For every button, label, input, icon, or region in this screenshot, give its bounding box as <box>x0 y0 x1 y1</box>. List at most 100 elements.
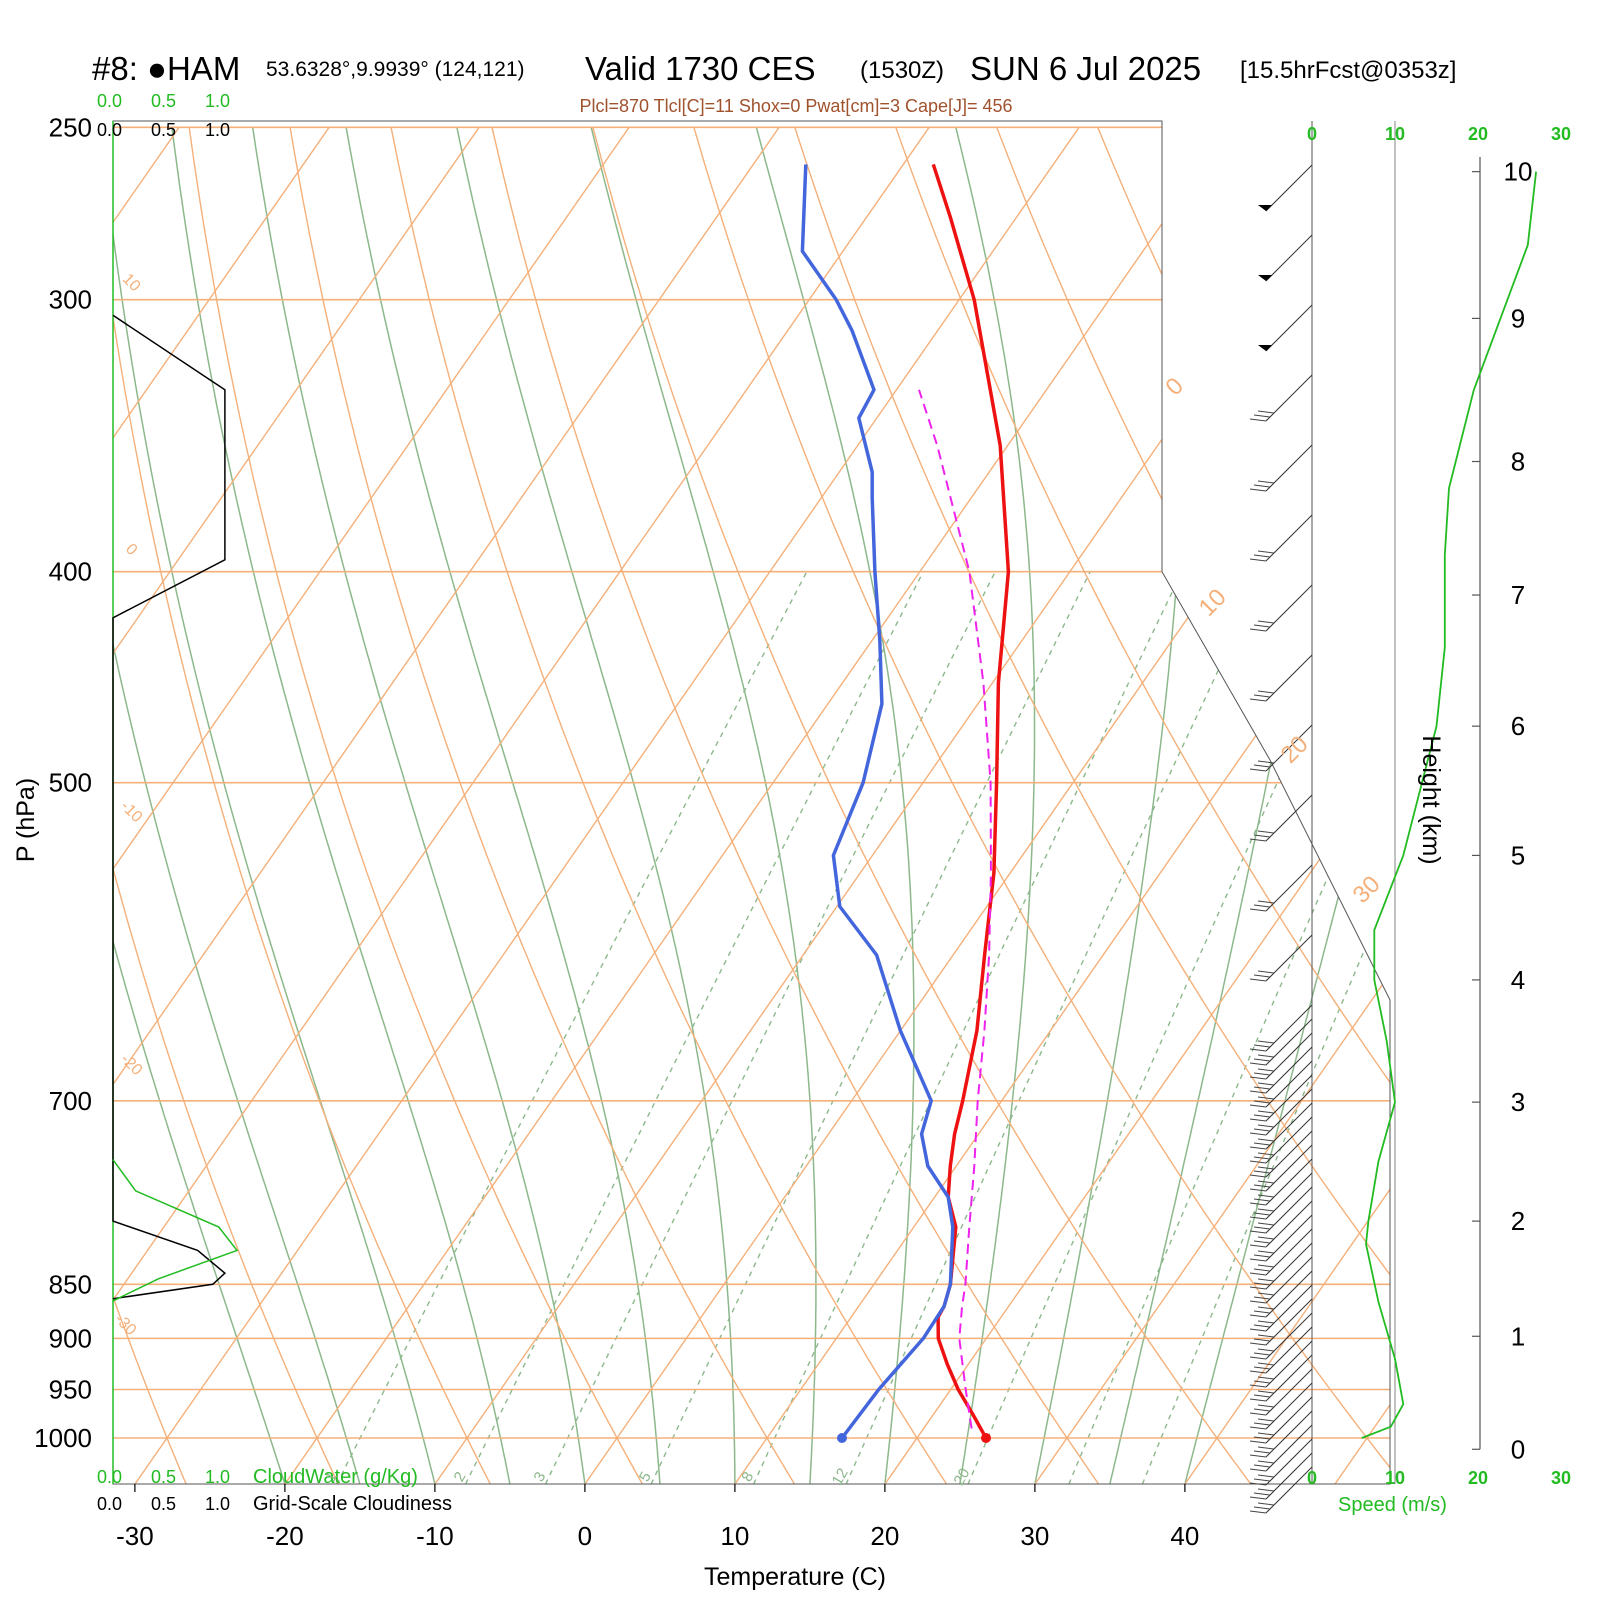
wind-barb <box>1265 234 1313 282</box>
wind-barb-feather <box>1249 768 1267 772</box>
parcel-trace <box>918 389 992 1429</box>
wind-barb-feather <box>1249 1468 1267 1472</box>
wind-barb-feather <box>1253 1380 1271 1384</box>
wind-barb-feather <box>1257 620 1275 624</box>
mixing-ratio-line <box>1068 571 1390 1484</box>
isotherm-line <box>113 126 780 1484</box>
wind-barb-feather <box>1257 1236 1275 1240</box>
wind-barb-feather <box>1253 1254 1271 1258</box>
speed-axis-label: Speed (m/s) <box>1338 1494 1447 1516</box>
wind-barb-feather <box>1249 1356 1267 1360</box>
wind-barb-feather <box>1249 1188 1267 1192</box>
wind-barb <box>1265 1396 1313 1444</box>
wind-barb-feather <box>1253 1422 1271 1426</box>
wind-barb-feather <box>1249 1118 1267 1122</box>
mixing-ratio-label: 3 <box>530 1469 549 1485</box>
cloud-axis-tick-top: 1.0 <box>205 120 230 140</box>
wind-barb-feather <box>1253 1198 1271 1202</box>
mixing-ratio-line <box>464 571 924 1484</box>
wind-barb-feather <box>1257 1054 1275 1058</box>
cloud-axis-tick-bottom: 0.5 <box>151 1467 176 1487</box>
wind-barb <box>1265 794 1313 842</box>
cloud-axis-tick-top: 0.5 <box>151 91 176 111</box>
height-axis-title: Height (km) <box>1417 735 1445 864</box>
dewpoint-surface-point <box>837 1433 847 1443</box>
wind-barb-feather <box>1257 1166 1275 1170</box>
moist-adiabat-line <box>755 127 915 1484</box>
temperature-trace <box>931 163 1011 1439</box>
wind-barb-feather <box>1253 1324 1271 1328</box>
wind-barb-feather <box>1257 1376 1275 1380</box>
wind-barb <box>1265 1312 1313 1360</box>
wind-barb-feather <box>1249 1048 1267 1052</box>
mixing-ratio-line <box>336 571 808 1484</box>
wind-barb <box>1265 1242 1313 1290</box>
mixing-ratio-line <box>1141 571 1390 1484</box>
cloud-panel: 0.0 0.5 1.0 0.0 0.5 1.0 0.0 0.5 1.0 0.0 0.5 1.0 <box>97 91 239 1514</box>
height-tick-label: 0 <box>1511 1434 1525 1464</box>
wind-barb-feather <box>1253 1506 1271 1510</box>
cloudiness-label: Grid-Scale Cloudiness <box>253 1493 452 1515</box>
temperature-tick-label: -30 <box>116 1521 154 1551</box>
wind-barb-feather <box>1253 1310 1271 1314</box>
wind-barb-feather <box>1249 1202 1267 1206</box>
wind-barb-feather <box>1257 480 1275 484</box>
mixing-ratio-line <box>845 571 1266 1484</box>
wind-barb-feather <box>1249 628 1267 632</box>
moist-adiabat-line <box>955 127 1036 1484</box>
wind-barb <box>1265 1130 1313 1178</box>
isotherm-line <box>113 126 330 1484</box>
moist-adiabat-line <box>113 127 361 1484</box>
wind-barb-feather <box>1253 1436 1271 1440</box>
wind-barb-feather <box>1253 764 1271 768</box>
speed-tick-label: 30 <box>1551 1468 1571 1488</box>
wind-barb-feather <box>1257 410 1275 414</box>
height-tick-label: 3 <box>1511 1087 1525 1117</box>
mixing-ratio-line <box>752 571 1183 1484</box>
wind-barb-feather <box>1249 1272 1267 1276</box>
wind-barb-feather <box>1253 1212 1271 1216</box>
wind-barb <box>1265 1186 1313 1234</box>
wind-barb-feather <box>1257 1390 1275 1394</box>
forecast-info: [15.5hrFcst@0353z] <box>1240 57 1456 84</box>
wind-barb-feather <box>1249 698 1267 702</box>
wind-barb-feather <box>1249 1482 1267 1486</box>
wind-barb <box>1265 444 1313 492</box>
height-tick-label: 6 <box>1511 711 1525 741</box>
cloud-axis-tick-top: 0.5 <box>151 120 176 140</box>
wind-barb-feather <box>1253 1366 1271 1370</box>
wind-barb <box>1265 1228 1313 1276</box>
wind-barb-feather <box>1249 418 1267 422</box>
wind-barb-feather <box>1257 1082 1275 1086</box>
pressure-tick-label: 500 <box>49 768 92 798</box>
isotherm-label: 20 <box>1276 731 1314 769</box>
wind-barb-feather <box>1253 1072 1271 1076</box>
isotherm-label: 10 <box>1194 584 1232 622</box>
wind-barb <box>1265 514 1313 562</box>
wind-barb-feather <box>1257 1250 1275 1254</box>
wind-barb-feather <box>1249 1398 1267 1402</box>
wind-barb-feather <box>1249 1216 1267 1220</box>
mixing-ratio-lines <box>336 571 1390 1484</box>
wind-barb-feather <box>1249 1076 1267 1080</box>
dry-adiabat-line <box>188 127 644 1484</box>
wind-barb <box>1265 1172 1313 1220</box>
wind-barb-feather <box>1253 484 1271 488</box>
isotherm-label: 0 <box>122 541 140 559</box>
wind-barb-feather <box>1257 1264 1275 1268</box>
cloud-axis-tick-bottom: 0.0 <box>97 1467 122 1487</box>
wind-barb-feather <box>1249 1230 1267 1234</box>
wind-barb-feather <box>1249 1426 1267 1430</box>
wind-barb-feather <box>1257 1138 1275 1142</box>
mixing-ratio-line <box>544 571 996 1484</box>
wind-barb-feather <box>1257 1306 1275 1310</box>
isotherm-label: 30 <box>1348 871 1386 909</box>
wind-barb-feather <box>1253 624 1271 628</box>
cloud-axis-tick-top: 1.0 <box>205 91 230 111</box>
wind-barb <box>1265 1452 1313 1500</box>
isotherm-label: -10 <box>117 798 145 826</box>
plot-frame <box>112 120 1391 1485</box>
temperature-surface-point <box>981 1433 991 1443</box>
moist-adiabat-line <box>113 127 286 1484</box>
